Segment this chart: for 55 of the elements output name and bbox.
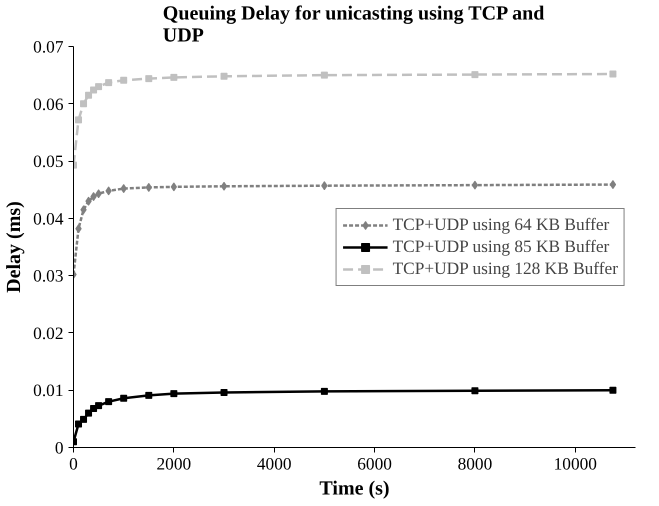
point bbox=[95, 189, 102, 198]
point bbox=[609, 70, 616, 78]
point bbox=[220, 72, 228, 80]
point bbox=[120, 76, 128, 84]
point bbox=[75, 116, 82, 124]
point bbox=[95, 402, 102, 410]
y-tick-label: 0 bbox=[54, 438, 64, 458]
y-tick-label: 0.01 bbox=[33, 381, 64, 400]
x-tick-label: 0 bbox=[69, 454, 78, 474]
point bbox=[95, 83, 102, 90]
legend-label: TCP+UDP using 128 KB Buffer bbox=[392, 258, 618, 278]
y-tick-label: 0.06 bbox=[33, 94, 64, 114]
y-axis-title: Delay (ms) bbox=[3, 201, 26, 293]
chart-title: Queuing Delay for unicasting using TCP and UDP bbox=[162, 2, 544, 46]
point bbox=[471, 71, 478, 78]
point bbox=[105, 398, 112, 406]
point bbox=[105, 79, 112, 86]
point bbox=[145, 75, 152, 82]
point bbox=[610, 180, 616, 190]
point bbox=[320, 72, 328, 79]
point bbox=[80, 205, 87, 214]
x-tick-label: 10000 bbox=[554, 454, 597, 474]
point bbox=[85, 92, 92, 99]
y-tick-label: 0.03 bbox=[33, 266, 64, 286]
point bbox=[90, 192, 97, 202]
x-tick-label: 2000 bbox=[156, 454, 192, 474]
point bbox=[170, 74, 178, 81]
point bbox=[75, 224, 82, 234]
point bbox=[80, 100, 88, 108]
x-tick-label: 6000 bbox=[357, 454, 392, 474]
point bbox=[609, 386, 616, 394]
point bbox=[80, 416, 88, 423]
point bbox=[85, 196, 92, 206]
point bbox=[220, 182, 228, 191]
x-axis-title: Time (s) bbox=[319, 478, 390, 500]
point bbox=[472, 180, 478, 190]
point bbox=[320, 388, 328, 395]
point bbox=[170, 182, 178, 192]
point bbox=[471, 387, 478, 394]
x-tick-label: 4000 bbox=[256, 454, 292, 474]
point bbox=[170, 390, 178, 398]
y-tick-label: 0.07 bbox=[33, 38, 64, 56]
point bbox=[220, 389, 228, 396]
y-tick-label: 0.05 bbox=[33, 152, 64, 172]
y-tick-label: 0.04 bbox=[33, 209, 64, 228]
y-tick-label: 0.02 bbox=[33, 324, 64, 343]
point bbox=[120, 394, 128, 402]
x-tick-label: 8000 bbox=[458, 454, 492, 474]
point bbox=[75, 420, 82, 428]
legend-label: TCP+UDP using 64 KB Buffer bbox=[392, 214, 610, 234]
point bbox=[85, 410, 92, 417]
point bbox=[321, 181, 328, 190]
legend-label: TCP+UDP using 85 KB Buffer bbox=[392, 236, 610, 256]
point bbox=[145, 392, 152, 399]
point bbox=[105, 186, 112, 196]
